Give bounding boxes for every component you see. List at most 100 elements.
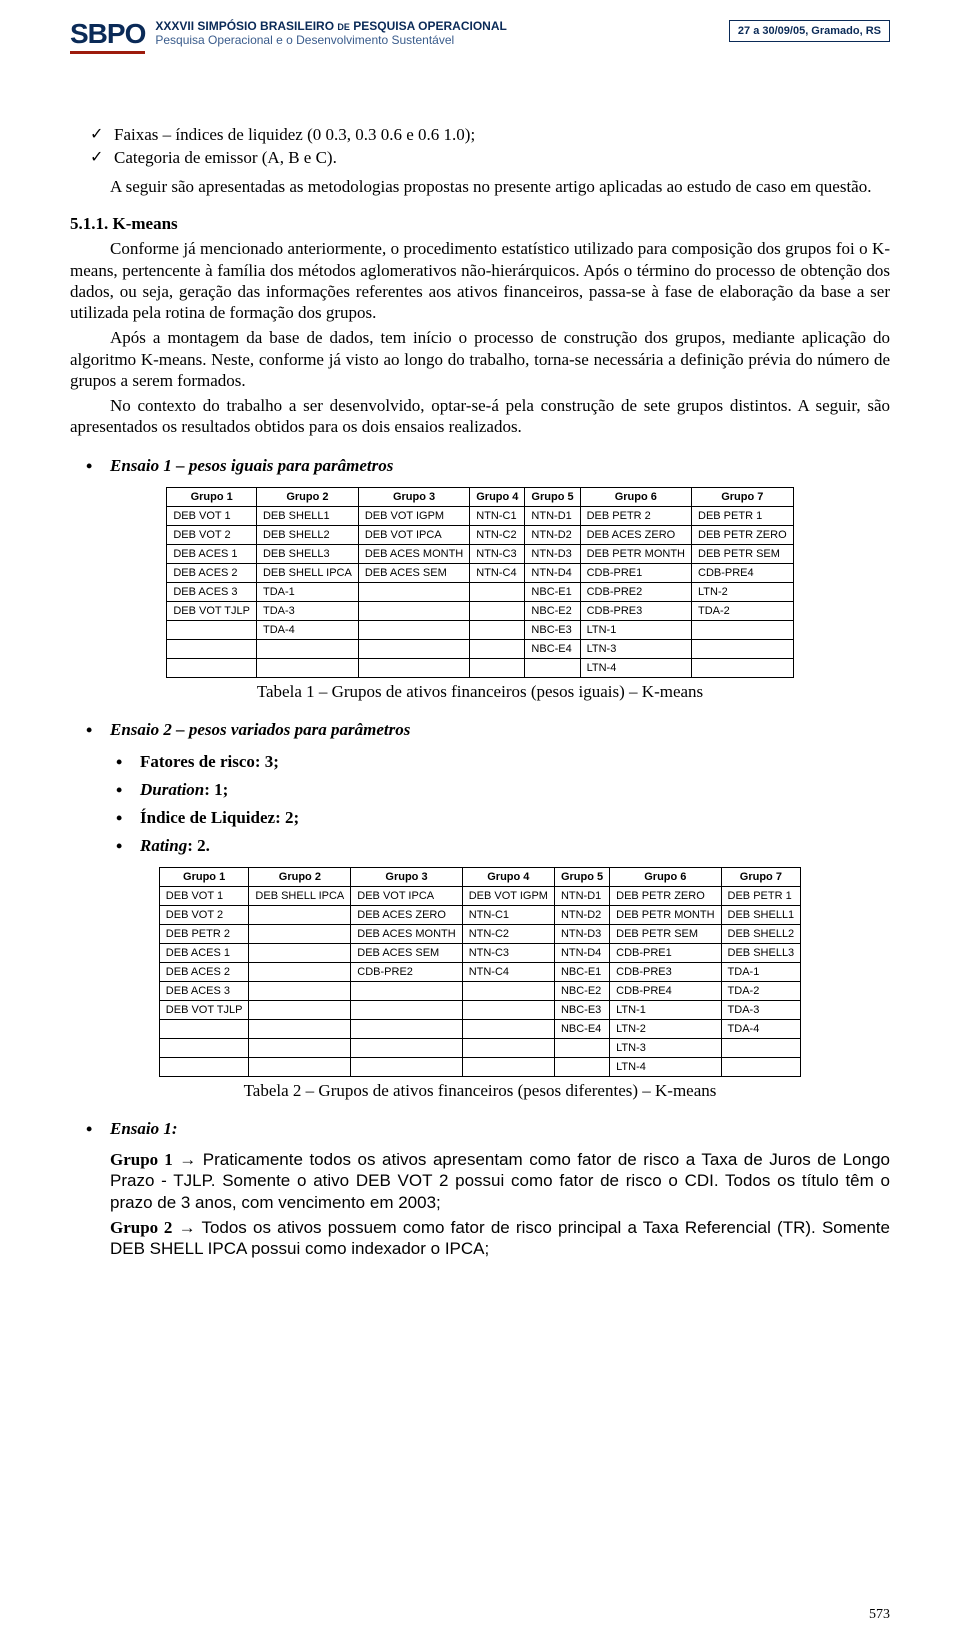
table-header-cell: Grupo 5 (525, 488, 580, 507)
table-cell: LTN-2 (692, 583, 794, 602)
table-header-cell: Grupo 2 (256, 488, 358, 507)
table-cell: DEB ACES 3 (167, 583, 257, 602)
group1-label: Grupo 1 (110, 1150, 173, 1169)
table-cell (358, 621, 469, 640)
table-row: DEB ACES 1DEB ACES SEMNTN-C3NTN-D4CDB-PR… (159, 944, 800, 963)
table-cell: DEB PETR SEM (610, 925, 721, 944)
table-cell (462, 982, 554, 1001)
table-cell: DEB PETR MONTH (580, 545, 691, 564)
ensaio1-label: Ensaio 1: (70, 1117, 890, 1141)
table-cell: NTN-C4 (462, 963, 554, 982)
table-cell: DEB SHELL3 (256, 545, 358, 564)
table-header-cell: Grupo 4 (470, 488, 525, 507)
table-cell (462, 1039, 554, 1058)
check-item-1: Faixas – índices de liquidez (0 0.3, 0.3… (70, 124, 890, 147)
table-cell (249, 1020, 351, 1039)
table-cell (249, 982, 351, 1001)
table-cell: NBC-E3 (554, 1001, 609, 1020)
table-1: Grupo 1Grupo 2Grupo 3Grupo 4Grupo 5Grupo… (166, 487, 793, 678)
table-header-cell: Grupo 5 (554, 868, 609, 887)
table-cell: DEB PETR ZERO (610, 887, 721, 906)
table-cell: DEB VOT IPCA (358, 526, 469, 545)
table-cell: DEB ACES ZERO (351, 906, 462, 925)
table-cell (692, 621, 794, 640)
table-row: TDA-4NBC-E3LTN-1 (167, 621, 793, 640)
table-cell: DEB VOT IPCA (351, 887, 462, 906)
table-cell (358, 659, 469, 678)
table1-wrap: Grupo 1Grupo 2Grupo 3Grupo 4Grupo 5Grupo… (70, 487, 890, 678)
table-cell (462, 1001, 554, 1020)
ensaio2-heading-wrap: Ensaio 2 – pesos variados para parâmetro… (70, 718, 890, 742)
ensaio1-heading: Ensaio 1 – pesos iguais para parâmetros (70, 454, 890, 478)
intro-paragraph: A seguir são apresentadas as metodologia… (70, 176, 890, 197)
table2-caption: Tabela 2 – Grupos de ativos financeiros … (70, 1081, 890, 1101)
table-cell (351, 1058, 462, 1077)
table-cell (249, 1001, 351, 1020)
page-number: 573 (869, 1607, 890, 1623)
table-cell: NBC-E4 (525, 640, 580, 659)
table-row: DEB VOT TJLPNBC-E3LTN-1TDA-3 (159, 1001, 800, 1020)
table-row: DEB PETR 2DEB ACES MONTHNTN-C2NTN-D3DEB … (159, 925, 800, 944)
table-header-cell: Grupo 6 (610, 868, 721, 887)
table-cell: DEB ACES 2 (167, 564, 257, 583)
table-cell (351, 1001, 462, 1020)
table-row: NBC-E4LTN-3 (167, 640, 793, 659)
table-cell: TDA-4 (256, 621, 358, 640)
table-cell: DEB VOT IGPM (358, 507, 469, 526)
factor-2b: : 1; (204, 780, 228, 799)
factor-1: Fatores de risco: 3; (70, 750, 890, 774)
table-cell: DEB VOT 2 (167, 526, 257, 545)
table-cell (249, 1058, 351, 1077)
table-cell (167, 659, 257, 678)
section-number: 5.1.1. (70, 214, 108, 233)
table-cell: DEB SHELL2 (721, 925, 801, 944)
table-cell (470, 640, 525, 659)
table-cell: NTN-C3 (470, 545, 525, 564)
table-cell: TDA-3 (256, 602, 358, 621)
group-descriptions: Grupo 1 → Praticamente todos os ativos a… (110, 1149, 890, 1259)
table-cell (249, 925, 351, 944)
table-cell: NTN-C1 (470, 507, 525, 526)
table-row: DEB VOT 1DEB SHELL1DEB VOT IGPMNTN-C1NTN… (167, 507, 793, 526)
table-cell: DEB VOT 1 (159, 887, 249, 906)
table-cell: CDB-PRE3 (580, 602, 691, 621)
table-cell: NTN-D1 (554, 887, 609, 906)
table-cell (692, 659, 794, 678)
paragraph-2: Após a montagem da base de dados, tem in… (70, 327, 890, 391)
table-cell: LTN-3 (580, 640, 691, 659)
page: SBPO XXXVII SIMPÓSIO BRASILEIRO DE PESQU… (0, 0, 960, 1641)
table-cell: DEB PETR 2 (159, 925, 249, 944)
table-cell: CDB-PRE1 (580, 564, 691, 583)
table-cell: DEB SHELL3 (721, 944, 801, 963)
table-cell: NBC-E2 (525, 602, 580, 621)
table-header-cell: Grupo 4 (462, 868, 554, 887)
ensaio1-label-wrap: Ensaio 1: (70, 1117, 890, 1141)
table-cell: LTN-2 (610, 1020, 721, 1039)
table-header-cell: Grupo 2 (249, 868, 351, 887)
title-part-b: PESQUISA OPERACIONAL (350, 19, 507, 33)
table-cell: DEB VOT IGPM (462, 887, 554, 906)
table-cell (470, 621, 525, 640)
table-cell: LTN-4 (580, 659, 691, 678)
table-cell: DEB PETR 1 (721, 887, 801, 906)
table-cell: DEB VOT TJLP (167, 602, 257, 621)
table-cell (358, 602, 469, 621)
table-cell: DEB ACES 2 (159, 963, 249, 982)
table-header-cell: Grupo 6 (580, 488, 691, 507)
table-header-cell: Grupo 3 (351, 868, 462, 887)
table-cell (554, 1039, 609, 1058)
table-cell: TDA-2 (721, 982, 801, 1001)
ensaio1-heading-wrap: Ensaio 1 – pesos iguais para parâmetros (70, 454, 890, 478)
table-row: LTN-3 (159, 1039, 800, 1058)
table-cell: DEB SHELL1 (256, 507, 358, 526)
table-cell (249, 906, 351, 925)
table-cell: DEB PETR 2 (580, 507, 691, 526)
table-cell: DEB ACES MONTH (358, 545, 469, 564)
table-cell (692, 640, 794, 659)
table-cell (351, 1039, 462, 1058)
table-cell (470, 583, 525, 602)
factor-3: Índice de Liquidez: 2; (70, 806, 890, 830)
table-cell: NTN-C1 (462, 906, 554, 925)
table-row: DEB VOT 2DEB ACES ZERONTN-C1NTN-D2DEB PE… (159, 906, 800, 925)
paragraph-3: No contexto do trabalho a ser desenvolvi… (70, 395, 890, 438)
